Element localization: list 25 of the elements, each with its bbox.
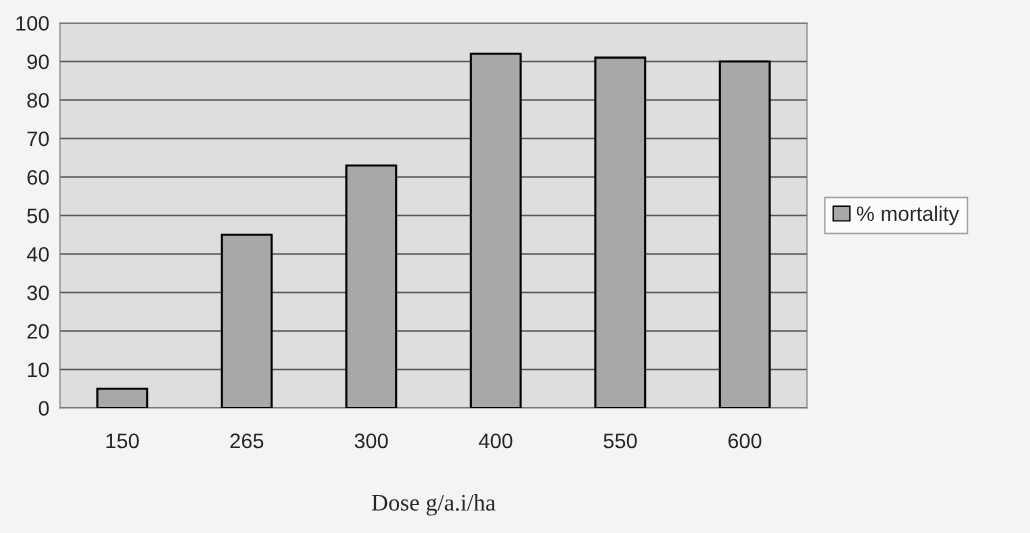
y-tick-label: 20 [27,324,49,339]
x-tick-label: 150 [106,433,139,449]
bar [594,56,647,408]
bar [469,52,522,408]
y-tick-label: 40 [26,247,49,262]
y-tick-label: 70 [27,131,49,147]
bar [96,387,149,408]
y-tick-label: 0 [38,401,49,416]
x-tick-label: 300 [354,433,388,449]
bar [718,60,771,408]
legend-label: % mortality [856,205,960,226]
y-tick-label: 30 [27,285,49,301]
bar [220,233,273,408]
y-tick-label: 90 [27,54,49,70]
y-tick-label: 100 [16,16,49,31]
x-tick-label: 265 [230,433,264,449]
y-tick-label: 60 [27,170,49,185]
x-tick-label: 550 [603,433,637,449]
x-axis-title: Dose g/a.i/ha [371,494,496,516]
x-tick-label: 400 [478,433,513,449]
y-tick-label: 10 [28,362,49,378]
bar [345,164,398,408]
y-tick-label: 50 [27,208,49,224]
y-tick-label: 80 [27,93,49,108]
x-tick-label: 600 [728,433,762,449]
